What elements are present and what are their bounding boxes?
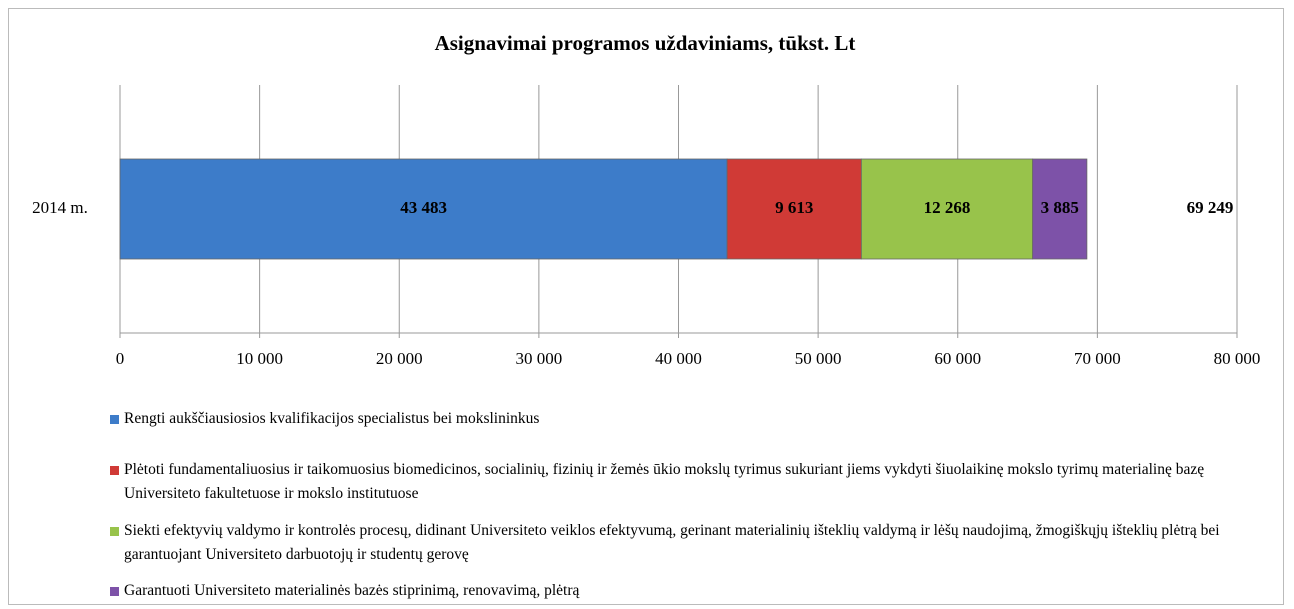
x-tick-label: 70 000 xyxy=(1074,349,1121,368)
legend-label: Plėtoti fundamentaliuosius ir taikomuosi… xyxy=(124,461,1205,502)
legend-item: Rengti aukščiausiosios kvalifikacijos sp… xyxy=(110,407,1224,431)
x-tick-label: 50 000 xyxy=(795,349,842,368)
value-label: 43 483 xyxy=(400,198,447,217)
value-label: 12 268 xyxy=(924,198,971,217)
y-tick-label: 2014 m. xyxy=(32,198,88,217)
chart-frame xyxy=(8,8,1284,605)
legend-item: Siekti efektyvių valdymo ir kontrolės pr… xyxy=(110,519,1224,567)
x-tick-label: 40 000 xyxy=(655,349,702,368)
total-label: 69 249 xyxy=(1187,198,1234,217)
legend-item: Plėtoti fundamentaliuosius ir taikomuosi… xyxy=(110,458,1224,506)
value-label: 9 613 xyxy=(775,198,813,217)
bar-segment xyxy=(860,158,1034,260)
x-tick-label: 30 000 xyxy=(516,349,563,368)
legend-swatch xyxy=(110,587,119,596)
x-tick-label: 0 xyxy=(116,349,125,368)
bar-segment xyxy=(1032,158,1088,260)
bar-segment xyxy=(119,158,728,260)
legend-swatch xyxy=(110,415,119,424)
legend-swatch xyxy=(110,466,119,475)
legend-swatch xyxy=(110,527,119,536)
x-tick-label: 60 000 xyxy=(934,349,981,368)
x-tick-label: 80 000 xyxy=(1214,349,1261,368)
legend-label: Rengti aukščiausiosios kvalifikacijos sp… xyxy=(124,410,540,427)
chart-title: Asignavimai programos uždaviniams, tūkst… xyxy=(435,31,856,55)
bar-segment xyxy=(726,158,862,260)
x-tick-label: 20 000 xyxy=(376,349,423,368)
x-tick-label: 10 000 xyxy=(236,349,283,368)
legend-label: Garantuoti Universiteto materialinės baz… xyxy=(124,582,580,599)
legend-item: Garantuoti Universiteto materialinės baz… xyxy=(110,579,1224,603)
value-label: 3 885 xyxy=(1041,198,1079,217)
legend-label: Siekti efektyvių valdymo ir kontrolės pr… xyxy=(124,522,1220,563)
